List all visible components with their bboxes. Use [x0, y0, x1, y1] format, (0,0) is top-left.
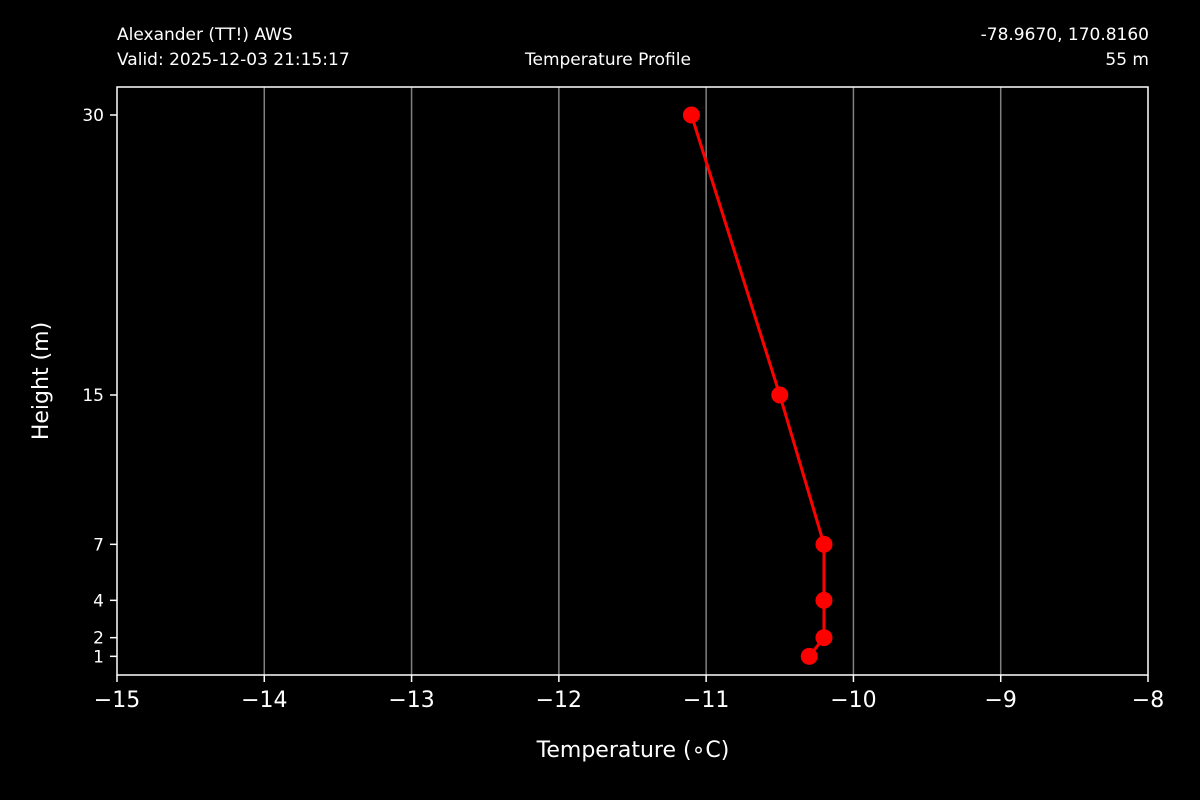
data-point [771, 386, 789, 404]
y-tick-label: 15 [82, 386, 104, 406]
x-tick-label: −15 [94, 688, 140, 713]
data-point [682, 106, 700, 124]
y-tick-label: 2 [93, 629, 104, 649]
x-tick-label: −13 [388, 688, 434, 713]
y-tick-label: 30 [82, 106, 104, 126]
plot-area-frame [116, 86, 1149, 676]
valid-time: Valid: 2025-12-03 21:15:17 [117, 50, 350, 70]
temperature-profile-line [689, 114, 826, 658]
grid-lines [263, 87, 1002, 675]
x-tick-label: −10 [830, 688, 876, 713]
x-tick-label: −9 [984, 688, 1016, 713]
x-tick-label: −14 [241, 688, 287, 713]
station-name: Alexander (TT!) AWS [117, 25, 293, 45]
data-point [815, 629, 833, 647]
x-tick-label: −12 [536, 688, 582, 713]
series-layer [682, 106, 833, 665]
y-tick-label: 1 [93, 647, 104, 667]
x-axis-label: Temperature (∘C) [536, 738, 730, 763]
station-coordinates: -78.9670, 170.8160 [980, 25, 1149, 45]
chart-title: Temperature Profile [525, 50, 691, 70]
y-tick-label: 4 [93, 591, 104, 611]
data-point [815, 535, 833, 553]
y-tick-label: 7 [93, 535, 104, 555]
x-tick-label: −11 [683, 688, 729, 713]
x-tick-label: −8 [1132, 688, 1164, 713]
data-point [800, 647, 818, 665]
station-elevation: 55 m [1105, 50, 1149, 70]
data-point [815, 591, 833, 609]
x-axis: −15 −14 −13 −12 −11 −10 −9 −8 [94, 675, 1164, 713]
y-axis: 12 4 7 15 30 [82, 106, 117, 667]
y-axis-label: Height (m) [29, 322, 54, 440]
